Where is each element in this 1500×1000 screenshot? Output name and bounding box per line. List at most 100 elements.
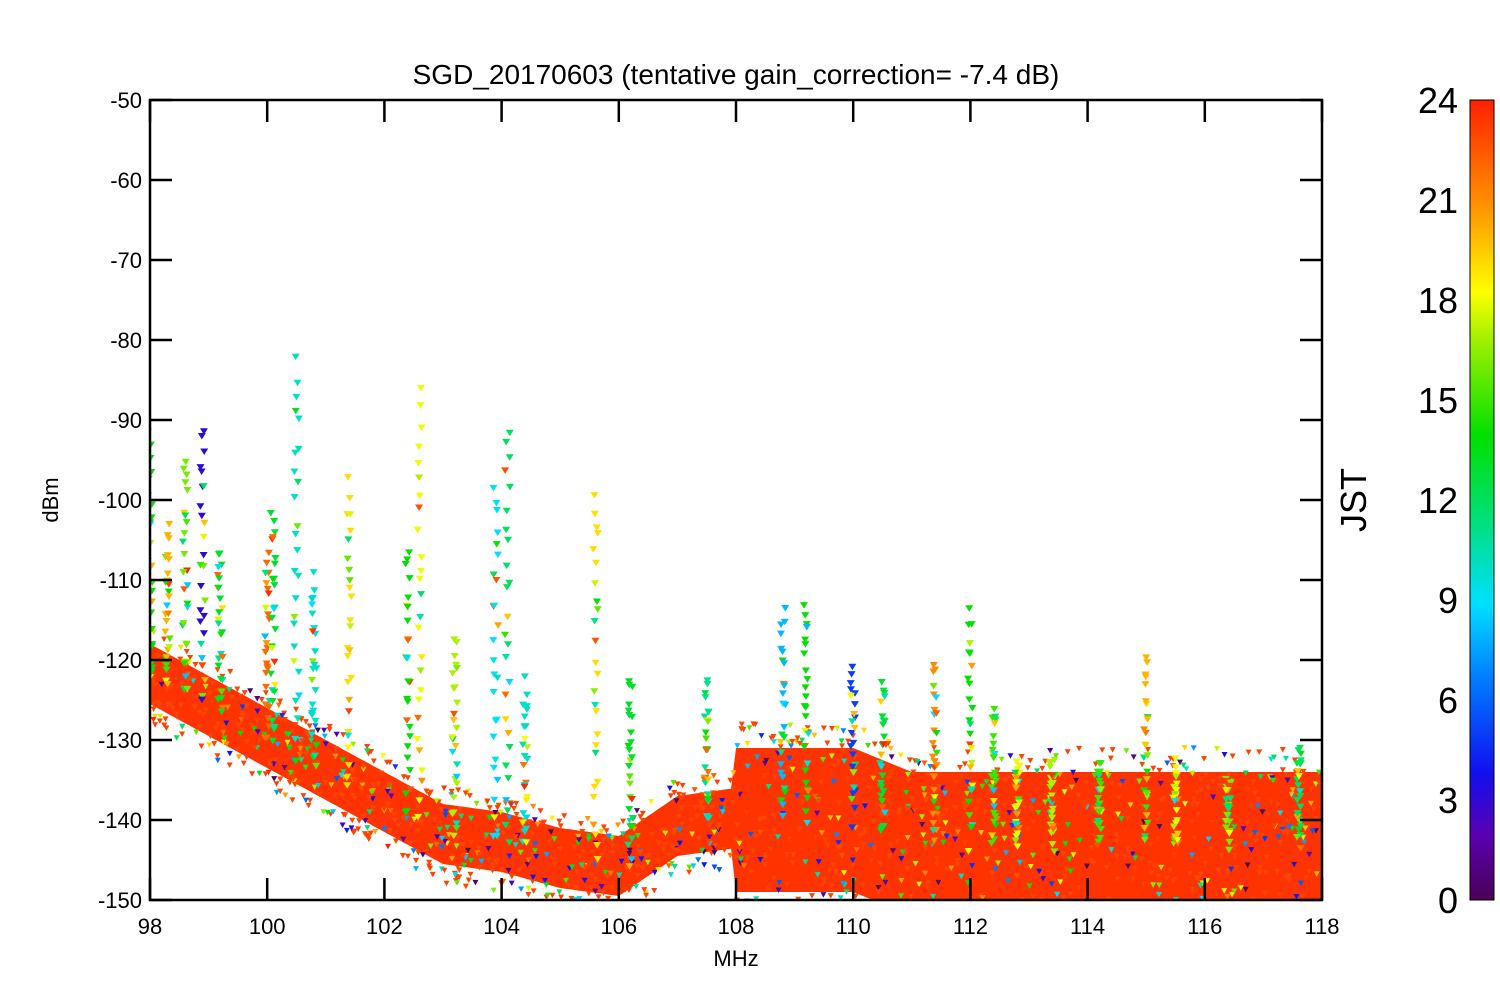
noise-point	[419, 852, 426, 858]
noise-point	[1271, 823, 1278, 830]
noise-point	[1047, 748, 1054, 754]
peak-point	[624, 742, 633, 750]
peak-point	[522, 706, 531, 713]
peak-point	[966, 730, 975, 738]
noise-point	[1151, 912, 1157, 918]
peak-point	[214, 563, 223, 571]
noise-point	[942, 790, 949, 797]
peak-point	[625, 678, 634, 685]
noise-point	[715, 825, 722, 831]
noise-point	[932, 907, 938, 913]
peak-point	[1048, 841, 1057, 848]
colorbar-tick-label: 21	[1418, 180, 1458, 221]
noise-point	[620, 831, 627, 837]
peak-point	[592, 598, 601, 606]
peak-100.8	[307, 569, 321, 770]
peak-point	[801, 693, 810, 700]
noise-point	[775, 887, 782, 894]
peak-point	[932, 729, 941, 737]
noise-point	[1155, 873, 1162, 880]
noise-point	[544, 892, 551, 899]
peak-point	[490, 814, 499, 821]
peak-point	[1225, 846, 1234, 854]
peak-point	[878, 772, 887, 779]
peak-point	[268, 697, 277, 705]
noise-point	[508, 880, 515, 887]
noise-point	[720, 801, 727, 808]
peak-point	[521, 723, 530, 730]
noise-point	[163, 725, 170, 731]
peak-point	[268, 737, 277, 745]
peak-point	[308, 601, 317, 609]
noise-point	[282, 717, 289, 723]
noise-point	[235, 754, 242, 760]
peak-point	[415, 747, 424, 754]
peak-point	[929, 668, 938, 676]
peak-point	[218, 653, 227, 661]
noise-point	[556, 889, 563, 895]
noise-point	[671, 790, 678, 796]
noise-point	[576, 895, 583, 900]
peak-point	[522, 839, 531, 846]
peak-point	[501, 467, 510, 474]
peak-point	[780, 788, 789, 796]
noise-point	[1259, 809, 1266, 815]
peak-point	[518, 819, 527, 827]
noise-point	[1064, 749, 1071, 755]
noise-point	[568, 895, 575, 900]
noise-point	[328, 782, 335, 788]
peak-point	[200, 612, 209, 620]
peak-point	[848, 718, 857, 725]
noise-point	[339, 757, 346, 763]
peak-point	[261, 633, 270, 640]
noise-point	[1233, 865, 1240, 871]
peak-point	[450, 636, 459, 643]
noise-point	[1040, 844, 1047, 850]
peak-point	[628, 822, 637, 830]
noise-point	[1180, 762, 1187, 768]
noise-point	[595, 894, 602, 900]
noise-point	[1155, 836, 1162, 842]
noise-point	[1270, 777, 1277, 784]
noise-point	[1108, 781, 1115, 787]
peak-point	[522, 814, 531, 822]
noise-point	[311, 784, 318, 790]
noise-point	[1231, 824, 1238, 830]
peak-point	[593, 530, 602, 537]
noise-point	[192, 661, 199, 668]
noise-point	[871, 845, 878, 852]
noise-point	[223, 720, 230, 726]
y-tick-label: -90	[110, 408, 142, 433]
noise-point	[365, 833, 372, 840]
noise-point	[240, 760, 247, 767]
noise-point	[339, 793, 346, 799]
noise-point	[906, 757, 913, 763]
peak-point	[848, 763, 857, 771]
peak-point	[1142, 654, 1151, 661]
noise-point	[639, 817, 646, 824]
peak-point	[593, 842, 602, 849]
peak-point	[876, 760, 885, 767]
noise-point	[362, 818, 369, 824]
noise-point	[1027, 805, 1034, 812]
peak-point	[590, 617, 599, 625]
noise-point	[152, 722, 159, 728]
peak-point	[593, 670, 602, 678]
noise-point	[150, 701, 157, 708]
peak-point	[592, 708, 601, 715]
peak-point	[1170, 833, 1179, 840]
noise-point	[1256, 749, 1263, 755]
noise-point	[302, 751, 309, 757]
peak-point	[1293, 814, 1302, 821]
noise-point	[674, 848, 681, 855]
peak-point	[448, 810, 457, 818]
noise-point	[719, 797, 726, 804]
noise-point	[1269, 911, 1275, 917]
noise-point	[410, 848, 417, 854]
noise-point	[585, 890, 592, 897]
noise-point	[262, 771, 269, 777]
noise-point	[1042, 758, 1049, 765]
noise-point	[1153, 818, 1160, 824]
peak-point	[847, 671, 856, 678]
peak-point	[290, 614, 299, 621]
